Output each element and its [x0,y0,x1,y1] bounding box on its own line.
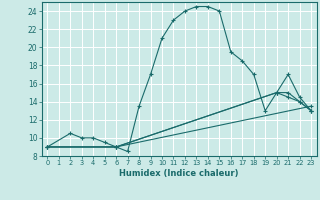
X-axis label: Humidex (Indice chaleur): Humidex (Indice chaleur) [119,169,239,178]
